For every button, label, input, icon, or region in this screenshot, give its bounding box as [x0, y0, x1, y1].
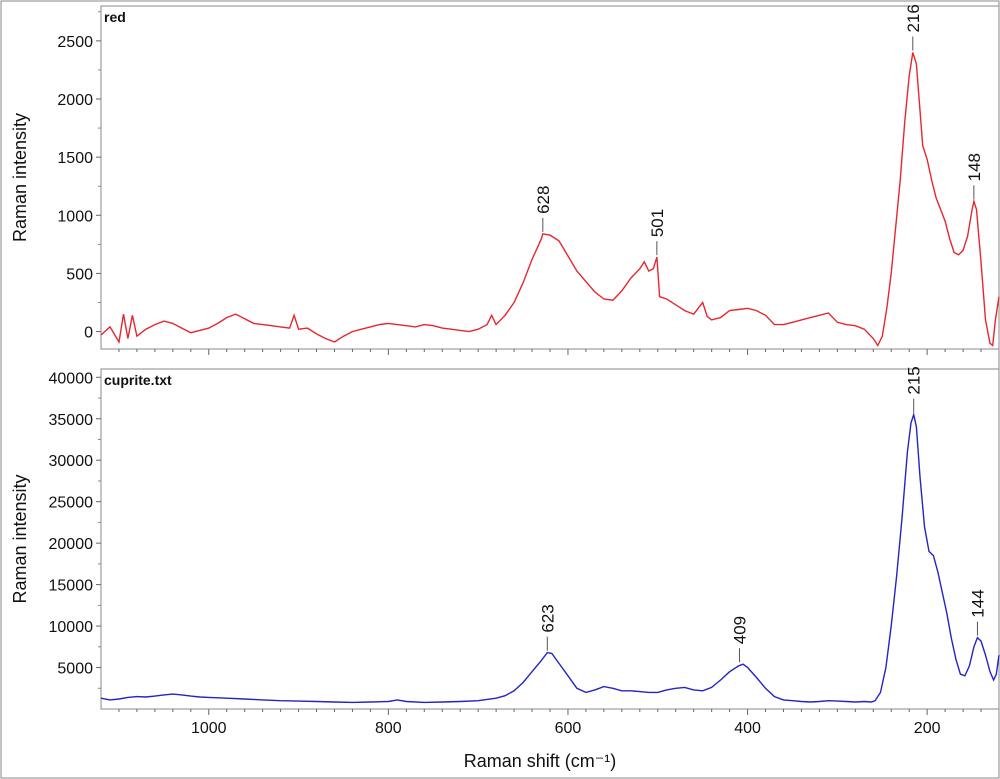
y-tick-label: 20000 — [49, 536, 94, 553]
top-axis-ticks — [96, 11, 982, 355]
x-tick-label: 200 — [914, 720, 941, 737]
top-panel-title: red — [104, 9, 126, 25]
y-tick-label: 0 — [84, 325, 93, 342]
y-tick-label: 1500 — [57, 150, 93, 167]
bottom-peak-labels: 623 409 215 144 — [538, 366, 987, 663]
bottom-panel: 500010000150002000025000300003500040000 … — [10, 366, 1000, 771]
peak-label: 409 — [730, 616, 749, 644]
top-y-axis-label: Raman intensity — [10, 113, 30, 242]
y-tick-label: 10000 — [49, 619, 94, 636]
peak-label: 501 — [648, 209, 667, 237]
top-panel: 0 500 1000 1500 2000 2500 628 501 216 148 red Ra… — [10, 4, 1000, 355]
y-tick-label: 15000 — [49, 578, 94, 595]
peak-label: 216 — [904, 4, 923, 32]
x-tick-label: 600 — [555, 720, 582, 737]
top-spectrum-line — [100, 52, 1000, 347]
peak-label: 148 — [965, 153, 984, 181]
y-tick-label: 25000 — [49, 495, 94, 512]
peak-label: 144 — [968, 589, 987, 617]
peak-label: 623 — [538, 604, 557, 632]
bottom-y-axis-label: Raman intensity — [10, 474, 30, 603]
y-tick-label: 2000 — [57, 92, 93, 109]
peak-label: 628 — [534, 186, 553, 214]
y-tick-label: 30000 — [49, 453, 94, 470]
y-tick-label: 1000 — [57, 208, 93, 225]
y-tick-label: 35000 — [49, 412, 94, 429]
bottom-spectrum-line — [100, 411, 1000, 704]
top-y-tick-labels: 0 500 1000 1500 2000 2500 — [57, 34, 93, 342]
x-tick-label: 1000 — [191, 720, 227, 737]
x-tick-label: 800 — [375, 720, 402, 737]
x-tick-labels: 1000 800 600 400 200 — [191, 720, 941, 737]
y-tick-label: 40000 — [49, 370, 94, 387]
x-tick-label: 400 — [734, 720, 761, 737]
x-axis-label: Raman shift (cm⁻¹) — [464, 751, 617, 771]
top-peak-labels: 628 501 216 148 — [534, 4, 984, 256]
y-tick-label: 500 — [66, 266, 93, 283]
y-tick-label: 2500 — [57, 34, 93, 51]
y-tick-label: 5000 — [57, 661, 93, 678]
peak-label: 215 — [905, 366, 924, 394]
bottom-y-tick-labels: 5000 10000 15000 20000 25000 30000 35000 40000 — [49, 370, 94, 677]
bottom-axis-ticks — [96, 376, 982, 715]
bottom-panel-title: cuprite.txt — [104, 372, 172, 388]
